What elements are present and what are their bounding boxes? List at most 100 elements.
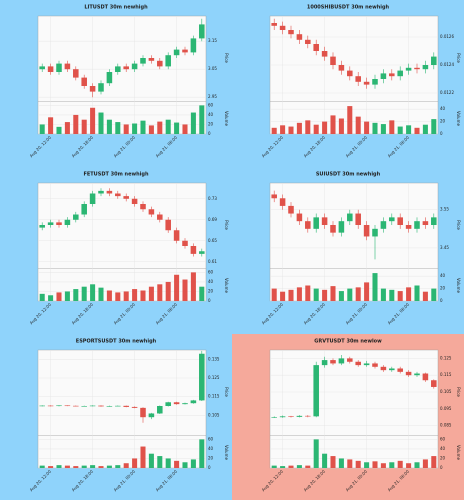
volume-bar: [372, 461, 378, 468]
candle-body: [305, 415, 311, 417]
volume-bar: [355, 460, 361, 468]
candle-body: [47, 405, 54, 407]
volume-bar: [165, 119, 171, 134]
volume-bar: [140, 120, 146, 134]
volume-bar: [39, 293, 45, 301]
candle-body: [296, 213, 303, 222]
y-axis-label: Price: [224, 387, 229, 397]
candle-body: [405, 225, 412, 229]
candle-body: [199, 353, 205, 401]
volume-bar: [422, 459, 428, 468]
candle-body: [123, 196, 129, 199]
volume-tick-label: 40: [208, 279, 214, 284]
volume-bar: [199, 105, 205, 134]
y-axis-label: Price: [456, 53, 461, 63]
volume-bar: [422, 124, 428, 134]
volume-bar: [347, 288, 353, 301]
candle-body: [279, 198, 286, 206]
volume-bar: [338, 458, 344, 468]
chart-panel: LITUSDT 30m newhigh2.953.053.150204060Au…: [0, 0, 232, 167]
candle-body: [98, 83, 104, 92]
candle-body: [321, 360, 328, 366]
volume-bar: [313, 439, 319, 468]
candle-body: [173, 230, 180, 241]
candle-body: [182, 403, 188, 405]
volume-bar: [182, 124, 188, 134]
volume-axis-label: Volume: [456, 445, 461, 460]
candle-body: [199, 251, 205, 254]
volume-bar: [174, 274, 180, 301]
y-tick-label: 0.0126: [440, 34, 454, 39]
y-tick-label: 0.135: [208, 356, 220, 361]
volume-bar: [355, 287, 361, 301]
y-tick-label: 0.105: [440, 389, 452, 394]
candle-body: [431, 380, 437, 387]
volume-tick-label: 40: [208, 446, 214, 451]
candle-body: [397, 217, 403, 225]
chart-title: LITUSDT 30m newhigh: [84, 5, 148, 11]
volume-bar: [123, 124, 129, 134]
candle-body: [313, 365, 319, 417]
volume-bar: [364, 462, 370, 468]
volume-bar: [81, 465, 87, 468]
volume-bar: [199, 286, 205, 301]
candle-body: [338, 221, 345, 233]
candle-body: [89, 86, 96, 92]
volume-tick-label: 40: [440, 106, 446, 111]
volume-bar: [157, 284, 163, 301]
plot-area: [269, 15, 439, 135]
volume-bar: [431, 456, 437, 468]
y-tick-label: 0.61: [208, 259, 217, 264]
y-tick-label: 0.69: [208, 217, 217, 222]
volume-bar: [182, 462, 188, 468]
candle-body: [98, 405, 104, 407]
candle-body: [173, 402, 180, 405]
volume-bar: [406, 125, 412, 134]
volume-bar: [347, 106, 353, 134]
volume-bar: [322, 453, 328, 468]
candle-body: [190, 400, 197, 404]
candle-body: [330, 360, 336, 364]
chart-title: SUIUSDT 30m newhigh: [316, 172, 381, 178]
candle-body: [140, 407, 146, 418]
y-tick-label: 0.095: [440, 406, 452, 411]
volume-tick-label: 0: [208, 465, 211, 470]
y-tick-label: 0.0122: [440, 90, 454, 95]
volume-tick-label: 20: [440, 286, 446, 291]
volume-bar: [380, 288, 386, 301]
volume-bar: [48, 466, 54, 468]
candle-body: [279, 25, 286, 30]
candle-body: [115, 405, 121, 407]
candle-body: [271, 23, 277, 26]
volume-bar: [431, 288, 437, 301]
chart-panel: FETUSDT 30m newhigh 0.61 0.65 0.69 0.73 0 20 40…: [0, 167, 232, 334]
y-tick-label: 0.73: [208, 196, 217, 201]
volume-bar: [132, 289, 138, 301]
chart-title: GRVTUSDT 30m newlow: [314, 339, 382, 345]
candle-body: [405, 67, 412, 71]
volume-bar: [73, 289, 79, 301]
candle-body: [279, 416, 286, 418]
candle-body: [56, 222, 62, 225]
y-tick-label: 3.15: [208, 38, 217, 43]
candle-body: [39, 225, 45, 228]
volume-bar: [48, 117, 54, 134]
volume-bar: [305, 465, 311, 468]
candle-body: [131, 406, 138, 408]
volume-bar: [182, 279, 188, 301]
volume-bar: [115, 465, 121, 468]
volume-axis-label: Volume: [456, 278, 461, 293]
volume-bar: [271, 465, 277, 468]
volume-bar: [397, 291, 403, 301]
candle-body: [123, 405, 129, 407]
volume-tick-label: 0: [208, 131, 211, 136]
candle-body: [321, 217, 328, 225]
y-tick-label: 3.05: [208, 66, 217, 71]
candle-body: [397, 368, 403, 372]
volume-axis-label: Volume: [456, 111, 461, 126]
volume-bar: [48, 295, 54, 301]
volume-bar: [157, 121, 163, 134]
candle-body: [115, 193, 121, 197]
candle-body: [347, 70, 353, 77]
candle-body: [73, 69, 79, 78]
